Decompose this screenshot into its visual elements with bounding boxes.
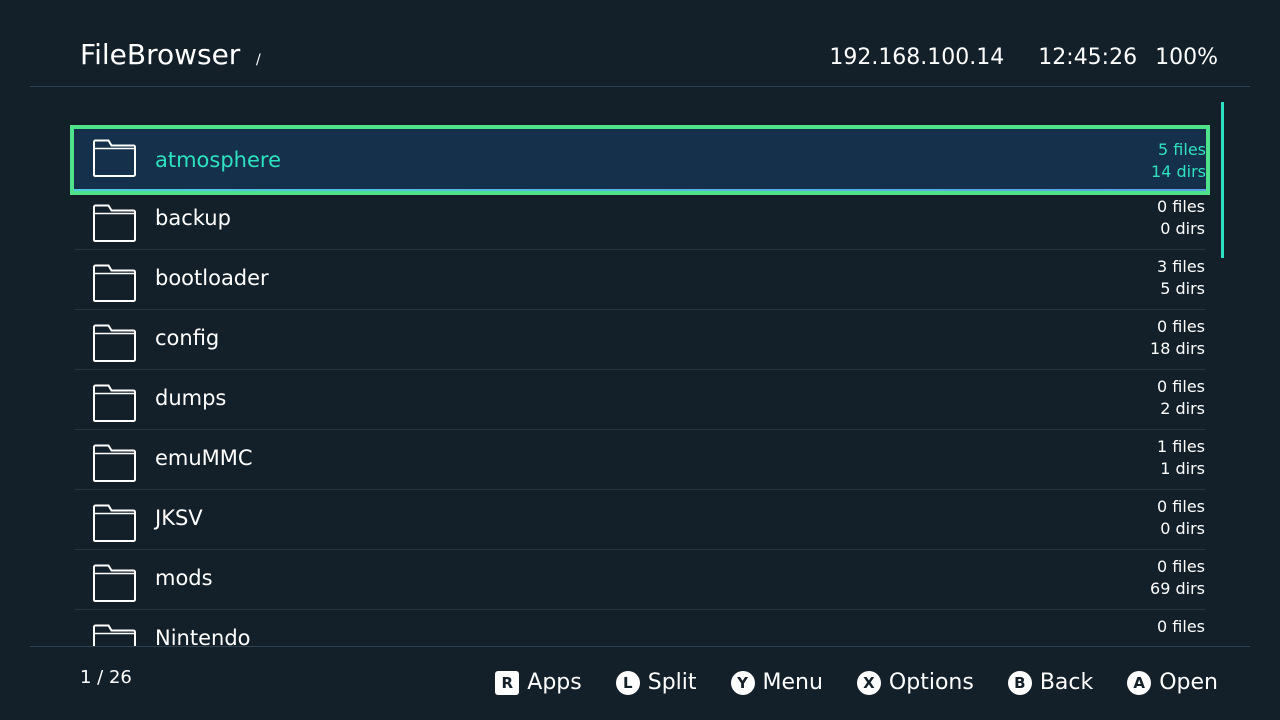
hint-label: Split bbox=[647, 670, 697, 695]
button-l-icon: L bbox=[615, 670, 640, 695]
button-hints: R Apps L Split Y Menu X Options B Back A Open bbox=[495, 670, 1218, 695]
list-item[interactable]: mods 0 files 69 dirs bbox=[75, 550, 1205, 610]
item-name: bootloader bbox=[155, 266, 269, 290]
file-count: 3 files bbox=[1157, 257, 1205, 276]
dir-count: 14 dirs bbox=[1151, 162, 1206, 181]
scrollbar[interactable] bbox=[1221, 102, 1224, 258]
list-item[interactable]: emuMMC 1 files 1 dirs bbox=[75, 430, 1205, 490]
button-r-icon: R bbox=[495, 670, 520, 695]
folder-icon bbox=[92, 384, 137, 422]
item-name: JKSV bbox=[155, 506, 203, 530]
dir-count: 69 dirs bbox=[1150, 579, 1205, 598]
dir-count: 5 dirs bbox=[1160, 279, 1205, 298]
file-count: 0 files bbox=[1157, 557, 1205, 576]
clock: 12:45:26 bbox=[1038, 45, 1138, 70]
item-counts: 3 files 5 dirs bbox=[1157, 256, 1205, 300]
hint-label: Menu bbox=[762, 670, 823, 695]
header-divider bbox=[30, 86, 1250, 87]
folder-icon bbox=[92, 624, 137, 646]
item-counts: 5 files 14 dirs bbox=[1151, 139, 1206, 183]
list-item[interactable]: bootloader 3 files 5 dirs bbox=[75, 250, 1205, 310]
button-a-icon: A bbox=[1127, 670, 1152, 695]
list-item[interactable]: dumps 0 files 2 dirs bbox=[75, 370, 1205, 430]
folder-icon bbox=[92, 564, 137, 602]
footer-divider bbox=[30, 646, 1250, 647]
hint-back[interactable]: B Back bbox=[1007, 670, 1094, 695]
hint-label: Options bbox=[888, 670, 974, 695]
dir-count: 0 dirs bbox=[1160, 219, 1205, 238]
item-counts: 0 files 18 dirs bbox=[1150, 316, 1205, 360]
item-counts: 0 files 2 dirs bbox=[1157, 376, 1205, 420]
hint-apps[interactable]: R Apps bbox=[495, 670, 582, 695]
folder-icon bbox=[92, 504, 137, 542]
file-count: 0 files bbox=[1157, 197, 1205, 216]
ip-address: 192.168.100.14 bbox=[829, 45, 1005, 70]
dir-count: 1 dirs bbox=[1160, 459, 1205, 478]
button-x-icon: X bbox=[856, 670, 881, 695]
item-counts: 0 files 69 dirs bbox=[1150, 556, 1205, 600]
battery-level: 100% bbox=[1155, 45, 1218, 70]
folder-icon bbox=[92, 324, 137, 362]
folder-icon bbox=[92, 264, 137, 302]
item-counts: 0 files 0 dirs bbox=[1157, 196, 1205, 240]
list-item[interactable]: atmosphere 5 files 14 dirs bbox=[70, 125, 1210, 195]
button-b-icon: B bbox=[1007, 670, 1032, 695]
file-count: 0 files bbox=[1157, 497, 1205, 516]
hint-label: Open bbox=[1159, 670, 1218, 695]
item-name: dumps bbox=[155, 386, 227, 410]
app-title: FileBrowser bbox=[80, 38, 241, 71]
file-count: 5 files bbox=[1158, 140, 1206, 159]
list-item[interactable]: backup 0 files 0 dirs bbox=[75, 190, 1205, 250]
hint-label: Back bbox=[1039, 670, 1094, 695]
dir-count: 18 dirs bbox=[1150, 339, 1205, 358]
folder-icon bbox=[92, 204, 137, 242]
item-counts: 0 files bbox=[1157, 616, 1205, 638]
list-item[interactable]: JKSV 0 files 0 dirs bbox=[75, 490, 1205, 550]
folder-icon bbox=[92, 444, 137, 482]
hint-open[interactable]: A Open bbox=[1127, 670, 1218, 695]
page-counter: 1 / 26 bbox=[80, 667, 132, 688]
item-name: atmosphere bbox=[155, 148, 281, 172]
item-name: backup bbox=[155, 206, 231, 230]
dir-count: 2 dirs bbox=[1160, 399, 1205, 418]
item-name: config bbox=[155, 326, 220, 350]
item-name: mods bbox=[155, 566, 213, 590]
current-path: / bbox=[256, 52, 261, 68]
hint-options[interactable]: X Options bbox=[856, 670, 974, 695]
file-list[interactable]: atmosphere 5 files 14 dirs backup 0 file… bbox=[70, 100, 1210, 646]
item-counts: 1 files 1 dirs bbox=[1157, 436, 1205, 480]
file-count: 0 files bbox=[1157, 377, 1205, 396]
button-y-icon: Y bbox=[730, 670, 755, 695]
dir-count: 0 dirs bbox=[1160, 519, 1205, 538]
folder-icon bbox=[92, 139, 137, 177]
item-name: emuMMC bbox=[155, 446, 253, 470]
list-item[interactable]: Nintendo 0 files bbox=[75, 610, 1205, 646]
item-name: Nintendo bbox=[155, 626, 251, 646]
list-item[interactable]: config 0 files 18 dirs bbox=[75, 310, 1205, 370]
file-count: 1 files bbox=[1157, 437, 1205, 456]
status-bar: 192.168.100.14 12:45:26 100% bbox=[829, 45, 1218, 70]
file-count: 0 files bbox=[1157, 617, 1205, 636]
hint-label: Apps bbox=[527, 670, 582, 695]
file-count: 0 files bbox=[1157, 317, 1205, 336]
hint-menu[interactable]: Y Menu bbox=[730, 670, 823, 695]
item-counts: 0 files 0 dirs bbox=[1157, 496, 1205, 540]
hint-split[interactable]: L Split bbox=[615, 670, 697, 695]
